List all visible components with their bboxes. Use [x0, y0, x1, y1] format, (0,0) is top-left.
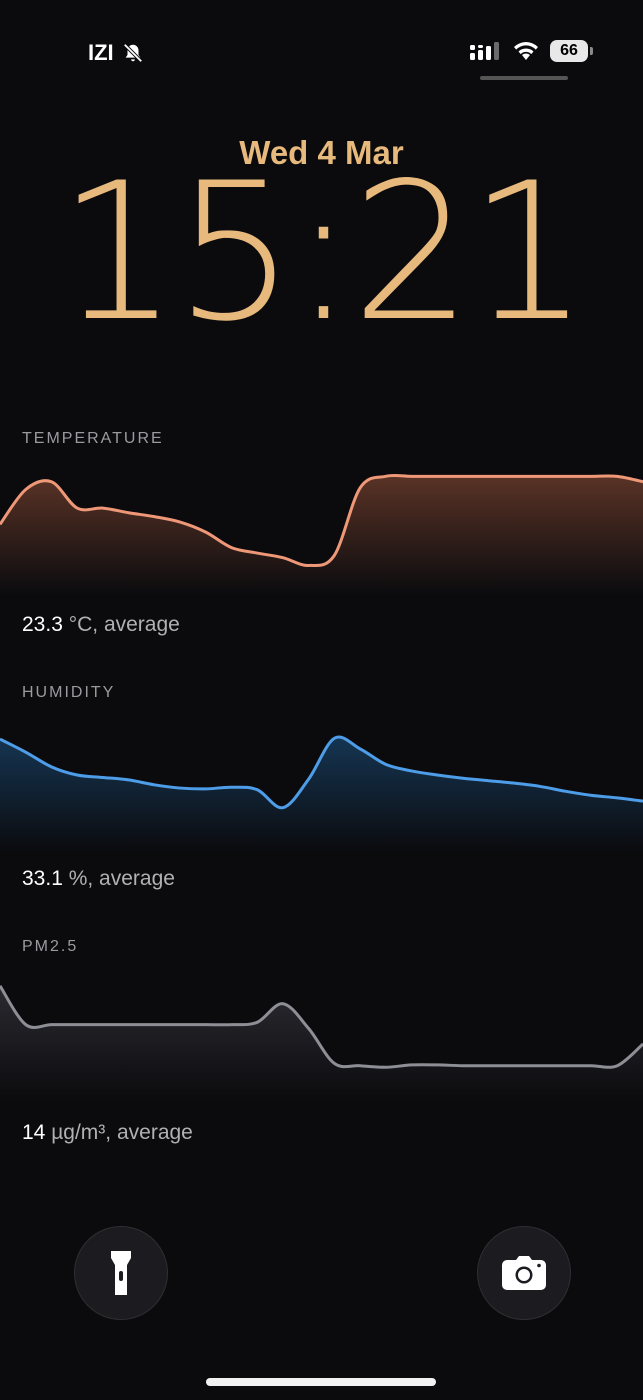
carrier-name: IZI	[88, 40, 114, 65]
notification-pull-indicator[interactable]	[480, 76, 568, 80]
pm25-label: PM2.5	[22, 938, 79, 955]
temperature-chart[interactable]	[0, 460, 643, 595]
humidity-average-value: 33.1	[22, 867, 63, 890]
humidity-chart[interactable]	[0, 712, 643, 852]
home-indicator[interactable]	[206, 1378, 436, 1386]
pm25-chart[interactable]	[0, 968, 643, 1103]
lock-date: Wed 4 Mar	[239, 134, 404, 171]
pm25-average-value: 14	[22, 1121, 46, 1144]
chart-area-fill	[0, 985, 643, 1103]
battery-indicator: 66	[550, 40, 593, 62]
temperature-label: TEMPERATURE	[22, 430, 164, 447]
chart-area-fill	[0, 736, 643, 852]
temperature-average: 23.3 °C, average	[22, 613, 180, 637]
battery-level: 66	[560, 42, 578, 59]
chart-series-line	[0, 473, 643, 568]
status-bar-right: 66	[470, 40, 593, 62]
cellular-signal-icon	[470, 42, 499, 60]
status-bar-left: IZI	[88, 40, 144, 66]
humidity-average-suffix: %, average	[62, 867, 175, 890]
bell-slash-icon	[123, 43, 143, 63]
camera-icon	[502, 1256, 546, 1290]
flashlight-button[interactable]	[74, 1226, 168, 1320]
chart-series-line	[0, 985, 643, 1069]
chart-series-line	[0, 735, 643, 810]
flashlight-icon	[111, 1251, 131, 1295]
pm25-average: 14 µg/m³, average	[22, 1121, 193, 1145]
wifi-icon	[514, 42, 538, 60]
pm25-average-suffix: µg/m³, average	[45, 1121, 193, 1144]
camera-button[interactable]	[477, 1226, 571, 1320]
temperature-average-value: 23.3	[22, 613, 63, 636]
temperature-average-suffix: °C, average	[62, 613, 180, 636]
chart-area-fill	[0, 475, 643, 595]
humidity-label: HUMIDITY	[22, 684, 116, 701]
humidity-average: 33.1 %, average	[22, 867, 175, 891]
lock-time: 15:21	[57, 142, 590, 363]
